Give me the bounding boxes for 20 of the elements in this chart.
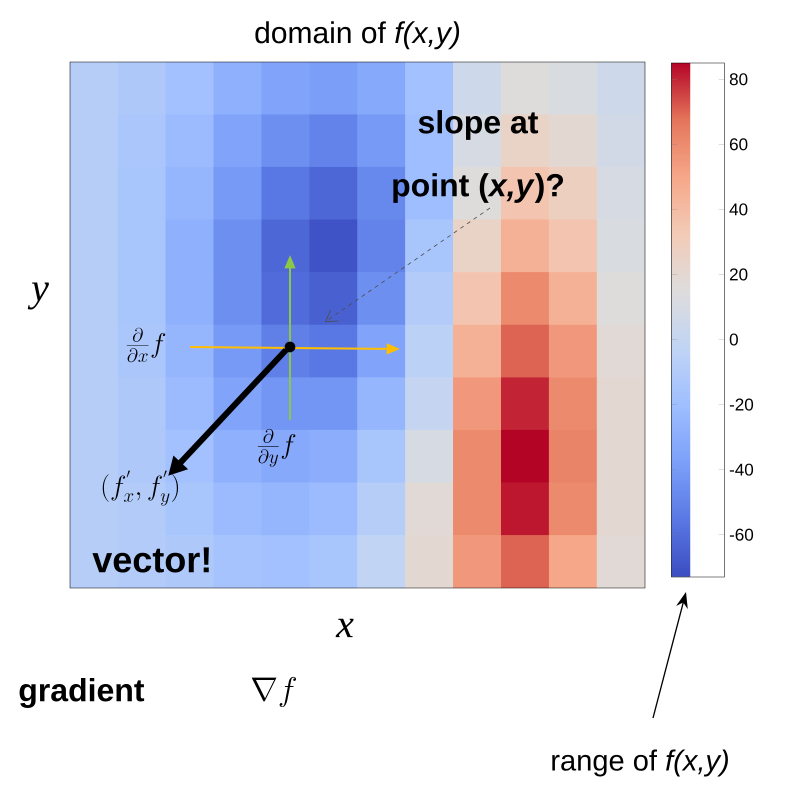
color-bar-label: -60	[730, 528, 754, 541]
color-bar-label: 0	[730, 333, 738, 346]
y-axis-title: y	[28, 282, 49, 310]
text: $\nabla f$	[252, 676, 296, 708]
annotation: $\frac{\partial}{\partial x} f$	[126, 328, 166, 362]
color-bar-label: -40	[730, 464, 754, 476]
color-bar-label: 80	[730, 73, 748, 86]
annotation: vector!	[92, 547, 209, 573]
annotation: $\frac{\partial}{\partial y} f$	[258, 428, 296, 467]
annotation: $(f^{'}_{x}, f^{'}_{y})$	[102, 470, 178, 506]
color-bar-label: -20	[730, 398, 754, 411]
color-bar-label: 60	[730, 138, 748, 150]
annotation: slope at	[418, 110, 538, 140]
annotation: point (x,y)?	[393, 173, 564, 203]
text: range of f(x,y)	[552, 749, 728, 777]
color-bar-label: 20	[730, 268, 748, 280]
text: gradient	[20, 678, 144, 708]
color-bar-label: 40	[729, 203, 748, 216]
chart-title: domain of f(x,y)	[255, 21, 460, 50]
x-axis-title: x	[336, 618, 354, 638]
